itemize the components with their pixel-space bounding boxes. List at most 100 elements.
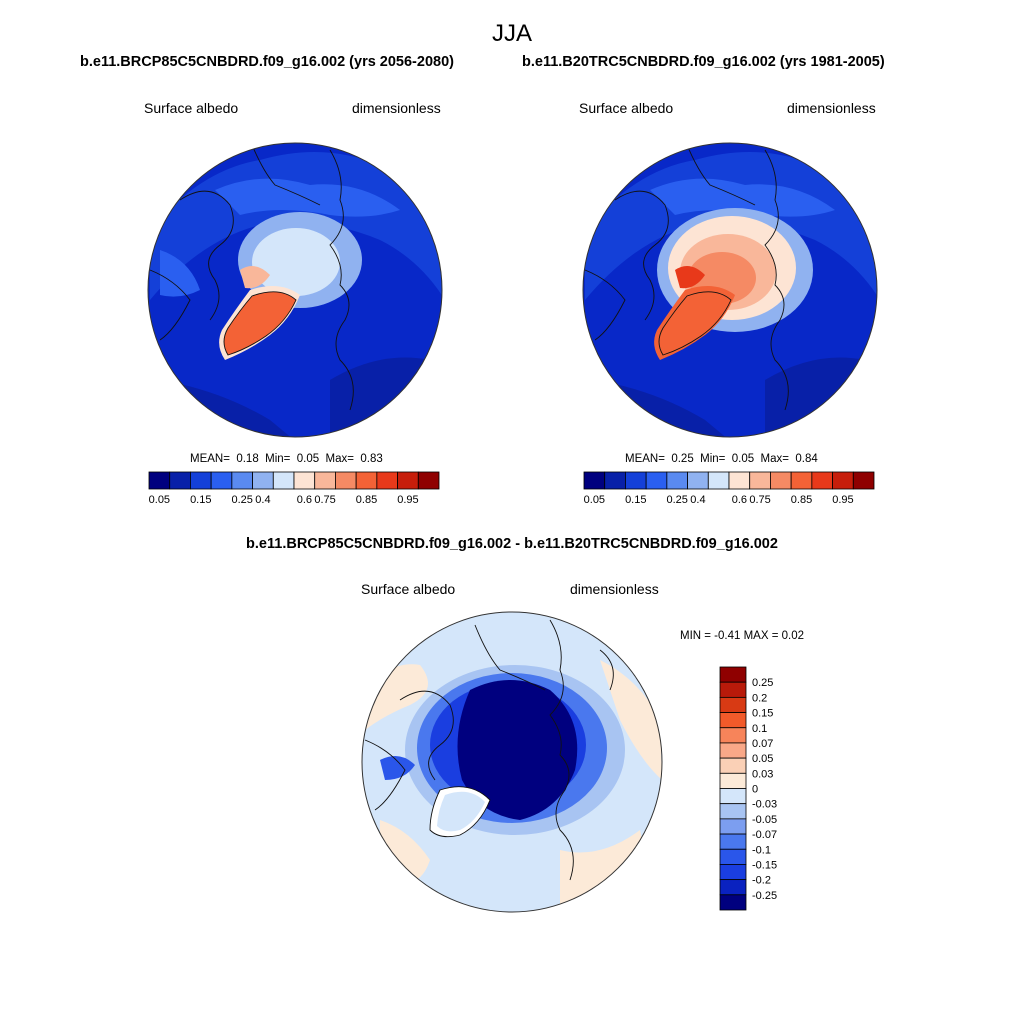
difference-colorbar-tick-label: 0 [752, 784, 758, 796]
difference-colorbar-swatch [719, 864, 747, 881]
panel2-colorbar-swatch [666, 471, 688, 490]
panel1-colorbar-swatch [335, 471, 357, 490]
panel2-colorbar-swatch [852, 471, 875, 490]
panel1-colorbar-swatch [355, 471, 378, 490]
panel2-colorbar-swatch [790, 471, 813, 490]
panel2-colorbar: 0.05 0.15 0.25 0.4 0.6 0.75 0.85 0.95 [583, 471, 875, 506]
panel1-colorbar-swatch [314, 471, 336, 490]
difference-colorbar-swatch [719, 712, 747, 729]
difference-colorbar-swatch [719, 696, 747, 713]
panel2-colorbar-tick-label: 0.6 [732, 494, 747, 506]
difference-title: b.e11.BRCP85C5CNBDRD.f09_g16.002 - b.e11… [246, 536, 778, 552]
panel1-colorbar-swatch [210, 471, 233, 490]
panel1-colorbar-swatch [190, 471, 212, 490]
difference-colorbar-tick-label: 0.03 [752, 768, 773, 780]
panel2-colorbar-tick-label: 0.15 [625, 494, 646, 506]
panel2-colorbar-tick-label: 0.85 [791, 494, 812, 506]
difference-colorbar-tick-label: -0.2 [752, 875, 771, 887]
difference-colorbar-tick-label: -0.03 [752, 799, 777, 811]
difference-colorbar-tick-label: 0.1 [752, 723, 767, 735]
panel2-case-title: b.e11.B20TRC5CNBDRD.f09_g16.002 (yrs 198… [522, 54, 885, 70]
difference-colorbar-swatch [719, 788, 747, 805]
difference-colorbar-swatch [719, 727, 747, 744]
difference-colorbar-tick-label: -0.05 [752, 814, 777, 826]
panel2-colorbar-swatch [811, 471, 833, 490]
panel1-case-title: b.e11.BRCP85C5CNBDRD.f09_g16.002 (yrs 20… [80, 54, 454, 70]
difference-colorbar-swatch [719, 848, 747, 865]
difference-colorbar-swatch [719, 742, 747, 759]
difference-colorbar-swatch [719, 818, 747, 835]
difference-variable-label: Surface albedo [361, 581, 456, 597]
difference-units-label: dimensionless [570, 581, 659, 597]
difference-colorbar-swatch [719, 803, 747, 820]
panel1-colorbar-swatch [231, 471, 253, 490]
difference-colorbar-tick-label: 0.07 [752, 738, 773, 750]
panel2-colorbar-tick-label: 0.95 [832, 494, 853, 506]
panel1-colorbar-swatch [293, 471, 316, 490]
panel2-colorbar-tick-label: 0.25 [667, 494, 688, 506]
panel1-colorbar-swatch [272, 471, 295, 490]
panel2-variable-label: Surface albedo [579, 100, 674, 116]
panel2-stats: MEAN= 0.25 Min= 0.05 Max= 0.84 [625, 453, 818, 465]
figure-title: JJA [491, 20, 532, 47]
difference-colorbar-tick-label: 0.05 [752, 753, 773, 765]
panel1-colorbar: 0.05 0.15 0.25 0.4 0.6 0.75 0.85 0.95 [148, 471, 440, 506]
panel2-map-border [582, 142, 878, 438]
panel2-colorbar-swatch [832, 471, 854, 490]
panel1-variable-label: Surface albedo [144, 100, 239, 116]
panel2-coastlines [584, 143, 789, 411]
panel1-coastlines [149, 143, 354, 411]
difference-minmax: MIN = -0.41 MAX = 0.02 [680, 630, 805, 642]
panel1-colorbar-tick-label: 0.15 [190, 494, 211, 506]
panel2-colorbar-swatch [707, 471, 730, 490]
panel2-colorbar-swatch [728, 471, 751, 490]
difference-colorbar-tick-label: 0.2 [752, 692, 767, 704]
panel1-colorbar-tick-label: 0.4 [255, 494, 270, 506]
difference-colorbar-tick-label: -0.25 [752, 890, 777, 902]
panel1-map [148, 143, 442, 437]
panel2-map [583, 143, 877, 437]
difference-colorbar-swatch [719, 833, 747, 850]
panel1-colorbar-tick-label: 0.05 [149, 494, 170, 506]
panel2-colorbar-swatch [583, 471, 606, 490]
difference-colorbar-tick-label: 0.25 [752, 677, 773, 689]
panel1-units-label: dimensionless [352, 100, 441, 116]
panel2-colorbar-swatch [604, 471, 626, 490]
panel1-colorbar-swatch [252, 471, 274, 490]
difference-colorbar-tick-label: -0.15 [752, 859, 777, 871]
panel2-colorbar-swatch [687, 471, 709, 490]
panel1-colorbar-swatch [417, 471, 440, 490]
panel1-map-border [147, 142, 443, 438]
panel1-colorbar-tick-label: 0.25 [232, 494, 253, 506]
difference-colorbar-tick-label: -0.07 [752, 829, 777, 841]
panel2-units-label: dimensionless [787, 100, 876, 116]
panel1-colorbar-tick-label: 0.95 [397, 494, 418, 506]
difference-colorbar-swatch [719, 681, 747, 698]
panel1-colorbar-swatch [169, 471, 191, 490]
panel2-colorbar-swatch [749, 471, 771, 490]
panel1-colorbar-tick-label: 0.6 [297, 494, 312, 506]
panel1-stats: MEAN= 0.18 Min= 0.05 Max= 0.83 [190, 453, 383, 465]
difference-colorbar-swatch [719, 879, 747, 896]
panel1-colorbar-swatch [148, 471, 171, 490]
panel1-colorbar-tick-label: 0.85 [356, 494, 377, 506]
difference-colorbar-swatch [719, 894, 747, 911]
panel2-colorbar-tick-label: 0.4 [690, 494, 705, 506]
panel2-colorbar-swatch [770, 471, 792, 490]
panel2-colorbar-tick-label: 0.05 [584, 494, 605, 506]
difference-colorbar-swatch [719, 666, 747, 683]
difference-colorbar-tick-label: 0.15 [752, 708, 773, 720]
panel2-colorbar-swatch [645, 471, 668, 490]
difference-colorbar-swatch [719, 757, 747, 774]
panel2-colorbar-swatch [625, 471, 647, 490]
difference-coastlines [364, 619, 614, 881]
difference-colorbar-tick-label: -0.1 [752, 844, 771, 856]
panel1-colorbar-swatch [397, 471, 419, 490]
panel1-colorbar-tick-label: 0.75 [314, 494, 335, 506]
difference-colorbar: 0.25 0.2 0.15 0.1 0.07 0.05 0.03 0 -0.03 -0.05 -0.… [719, 666, 777, 911]
difference-map-border [361, 611, 663, 913]
difference-colorbar-swatch [719, 772, 747, 789]
panel1-colorbar-swatch [376, 471, 398, 490]
panel2-colorbar-tick-label: 0.75 [749, 494, 770, 506]
